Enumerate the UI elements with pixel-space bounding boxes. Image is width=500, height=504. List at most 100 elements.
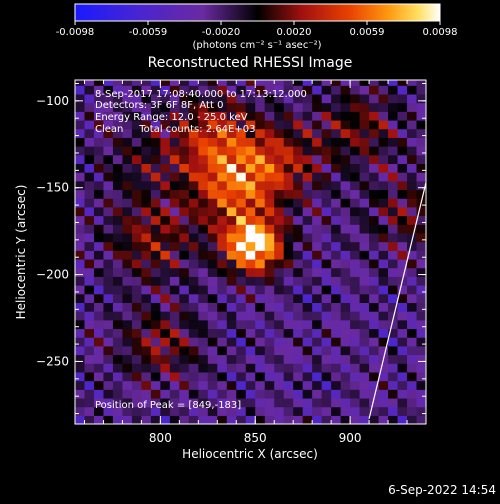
heatmap-pixel [407, 337, 418, 347]
heatmap-pixel [264, 363, 275, 373]
heatmap-pixel [378, 111, 389, 121]
heatmap-pixel [198, 180, 209, 191]
heatmap-pixel [236, 285, 247, 295]
heatmap-pixel [84, 206, 95, 217]
heatmap-pixel [226, 80, 237, 86]
heatmap-pixel [75, 345, 86, 356]
heatmap-pixel [378, 415, 389, 424]
heatmap-pixel [84, 93, 95, 104]
heatmap-pixel [283, 93, 294, 104]
heatmap-pixel [84, 258, 95, 269]
heatmap-pixel [150, 267, 161, 277]
heatmap-pixel [255, 111, 266, 121]
heatmap-pixel [302, 111, 313, 121]
heatmap-pixel [122, 128, 133, 138]
heatmap-pixel [340, 311, 351, 321]
heatmap-pixel [331, 276, 342, 286]
heatmap-pixel [274, 172, 285, 182]
heatmap-pixel [245, 337, 256, 347]
heatmap-pixel [283, 302, 294, 312]
heatmap-pixel [122, 137, 133, 147]
heatmap-pixel [245, 371, 256, 382]
heatmap-pixel [103, 380, 114, 390]
heatmap-pixel [84, 146, 95, 156]
heatmap-pixel [293, 198, 304, 208]
heatmap-pixel [369, 128, 380, 138]
heatmap-pixel [75, 146, 86, 156]
heatmap-pixel [416, 102, 426, 112]
heatmap-pixel [331, 241, 342, 251]
heatmap-pixel [407, 111, 418, 121]
heatmap-pixel [226, 354, 237, 364]
heatmap-pixel [321, 267, 332, 277]
heatmap-pixel [207, 380, 218, 390]
heatmap-pixel [75, 85, 86, 95]
heatmap-pixel [407, 102, 418, 112]
heatmap-pixel [207, 415, 218, 424]
heatmap-pixel [312, 93, 323, 104]
heatmap-pixel [141, 406, 152, 416]
heatmap-pixel [283, 389, 294, 399]
heatmap-pixel [141, 397, 152, 408]
heatmap-pixel [321, 189, 332, 199]
heatmap-pixel [359, 198, 370, 208]
heatmap-pixel [141, 354, 152, 364]
heatmap-pixel [255, 319, 266, 330]
heatmap-pixel [416, 380, 426, 390]
heatmap-pixel [283, 215, 294, 225]
heatmap-pixel [245, 250, 256, 260]
heatmap-pixel [75, 389, 86, 399]
heatmap-pixel [236, 371, 247, 382]
heatmap-pixel [141, 180, 152, 191]
heatmap-pixel [388, 163, 399, 173]
heatmap-pixel [321, 363, 332, 373]
annotation-peak-position: Position of Peak = [849,-183] [95, 400, 241, 411]
heatmap-pixel [131, 311, 143, 321]
heatmap-pixel [93, 311, 105, 321]
heatmap-pixel [245, 189, 256, 199]
heatmap-pixel [416, 319, 426, 330]
heatmap-pixel [207, 128, 218, 138]
heatmap-pixel [378, 85, 389, 95]
heatmap-pixel [169, 311, 180, 321]
heatmap-pixel [160, 363, 171, 373]
heatmap-pixel [236, 111, 247, 121]
heatmap-pixel [236, 206, 247, 217]
heatmap-pixel [122, 285, 133, 295]
heatmap-pixel [84, 180, 95, 191]
heatmap-pixel [283, 206, 294, 217]
heatmap-pixel [150, 146, 161, 156]
heatmap-pixel [245, 80, 256, 86]
heatmap-pixel [274, 302, 285, 312]
colorbar-tick-label: -0.0059 [129, 27, 168, 38]
heatmap-pixel [407, 380, 418, 390]
heatmap-pixel [198, 93, 209, 104]
heatmap-pixel [141, 302, 152, 312]
heatmap-pixel [179, 180, 190, 191]
heatmap-pixel [255, 80, 266, 86]
heatmap-pixel [302, 354, 313, 364]
heatmap-pixel [274, 250, 285, 260]
heatmap-pixel [331, 80, 342, 86]
heatmap-pixel [274, 119, 285, 130]
heatmap-pixel [331, 250, 342, 260]
heatmap-pixel [283, 137, 294, 147]
heatmap-pixel [103, 337, 114, 347]
heatmap-pixel [359, 371, 370, 382]
heatmap-pixel [369, 406, 380, 416]
heatmap-pixel [217, 180, 228, 191]
heatmap-pixel [84, 363, 95, 373]
heatmap-pixel [141, 285, 152, 295]
heatmap-pixel [274, 80, 285, 86]
heatmap-pixel [245, 128, 256, 138]
heatmap-pixel [245, 293, 256, 303]
heatmap-pixel [103, 128, 114, 138]
heatmap-pixel [378, 80, 389, 86]
heatmap-pixel [217, 250, 228, 260]
heatmap-pixel [169, 354, 180, 364]
heatmap-pixel [397, 189, 408, 199]
heatmap-pixel [122, 154, 133, 164]
heatmap-pixel [131, 345, 143, 356]
heatmap-pixel [283, 267, 294, 277]
heatmap-pixel [150, 119, 161, 130]
